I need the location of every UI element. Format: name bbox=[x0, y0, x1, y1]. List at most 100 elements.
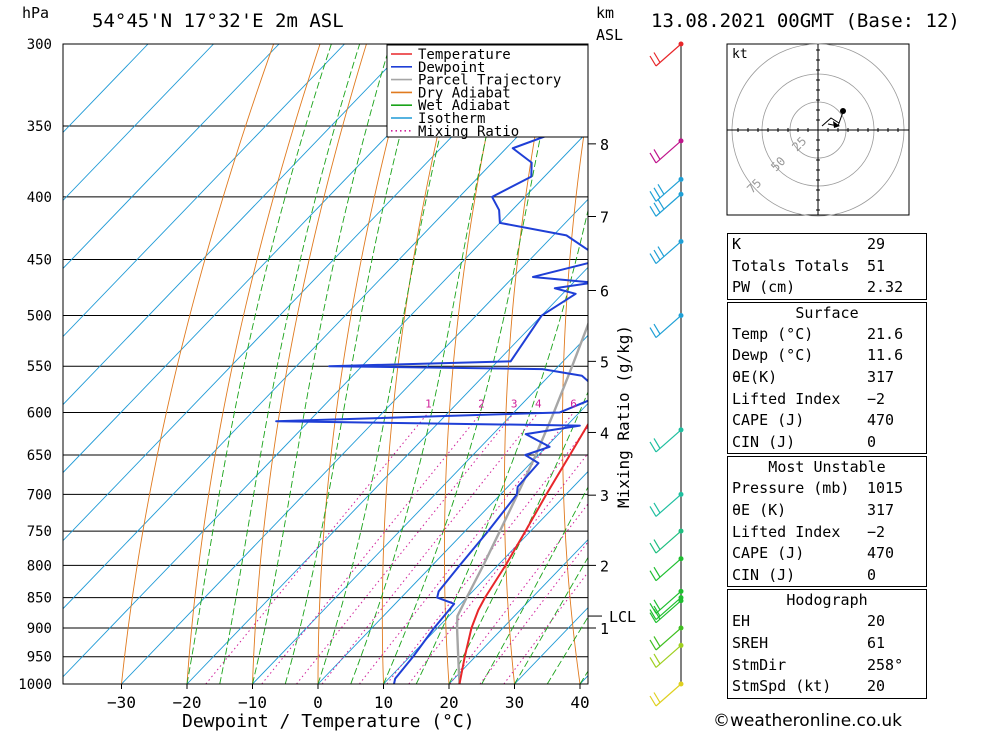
barb-flag bbox=[653, 599, 661, 611]
indices-label: Lifted Index bbox=[732, 522, 841, 541]
hodograph-point bbox=[840, 108, 846, 114]
pressure-tick-label: 950 bbox=[27, 650, 52, 666]
indices-row: CIN (J) 0 bbox=[728, 565, 926, 587]
km-tick-label: 3 bbox=[600, 487, 609, 505]
km-tick-label: 1 bbox=[600, 620, 609, 638]
pressure-tick-label: 500 bbox=[27, 309, 52, 325]
indices-row: StmDir 258° bbox=[728, 655, 926, 677]
barb-staff bbox=[655, 627, 682, 651]
x-tick-label: −20 bbox=[173, 693, 202, 712]
km-tick-label: 7 bbox=[600, 208, 609, 226]
barb-staff bbox=[655, 530, 682, 554]
indices-value: −2 bbox=[867, 522, 886, 541]
indices-row: SREH 61 bbox=[728, 633, 926, 655]
x-tick-label: 10 bbox=[374, 693, 393, 712]
indices-row: θE(K) 317 bbox=[728, 367, 926, 389]
indices-row: Dewp (°C) 11.6 bbox=[728, 345, 926, 367]
km-tick-label: 6 bbox=[600, 283, 609, 301]
series-temperature bbox=[458, 422, 588, 684]
plot-frame bbox=[62, 43, 589, 685]
indices-row: Lifted Index −2 bbox=[728, 389, 926, 411]
dry-adiabat-line bbox=[443, 44, 507, 684]
wet-adiabat-line bbox=[383, 44, 561, 684]
indices-value: 2.32 bbox=[867, 278, 904, 297]
legend-entry: Wet Adiabat bbox=[418, 98, 511, 114]
legend-entry: Dewpoint bbox=[418, 60, 485, 76]
mixing-ratio-line bbox=[296, 412, 515, 684]
dry-adiabat-line bbox=[252, 44, 367, 684]
barb-flag bbox=[653, 653, 661, 665]
location-title: 54°45'N 17°32'E 2m ASL bbox=[92, 10, 344, 32]
mixing-ratio-label: 6 bbox=[570, 397, 577, 410]
barb-flag bbox=[653, 438, 661, 449]
isotherm-line bbox=[448, 538, 588, 684]
km-tick-label: 2 bbox=[600, 557, 609, 575]
pressure-tick-label: 600 bbox=[27, 405, 52, 421]
barb-staff bbox=[655, 140, 682, 164]
dry-adiabat-line bbox=[503, 44, 553, 684]
pressure-tick-label: 400 bbox=[27, 190, 52, 206]
wet-adiabat-line bbox=[219, 44, 361, 684]
isotherm-line bbox=[317, 402, 588, 684]
barb-staff bbox=[655, 590, 682, 614]
km-tick-label: 4 bbox=[600, 424, 609, 442]
indices-block: Surface Temp (°C) 21.6 Dewp (°C) 11.6 θE(K) 31… bbox=[727, 301, 927, 455]
barb-flag bbox=[653, 692, 661, 703]
barb-staff bbox=[655, 429, 682, 453]
height-unit-label: km bbox=[596, 4, 614, 22]
barb-flag bbox=[653, 323, 661, 335]
pressure-tick-label: 450 bbox=[27, 253, 52, 269]
indices-row: StmSpd (kt) 20 bbox=[728, 676, 926, 698]
indices-value: 317 bbox=[867, 500, 895, 519]
pressure-tick-label: 1000 bbox=[18, 677, 52, 693]
indices-label: SREH bbox=[732, 633, 769, 652]
legend-entry: Parcel Trajectory bbox=[418, 73, 561, 89]
wet-adiabat-line bbox=[415, 208, 588, 684]
barb-staff bbox=[655, 241, 682, 264]
hodograph-unit-label: kt bbox=[732, 47, 748, 62]
mixing-ratio-label: 4 bbox=[535, 397, 542, 410]
barb-staff bbox=[655, 683, 682, 707]
indices-value: 1015 bbox=[867, 479, 904, 498]
mixing-ratio-line bbox=[408, 452, 588, 684]
barb-staff bbox=[655, 43, 682, 67]
barb-flag bbox=[649, 191, 657, 202]
indices-label: StmSpd (kt) bbox=[732, 677, 832, 696]
isotherm-line bbox=[63, 44, 149, 133]
barb-flag bbox=[649, 441, 657, 453]
dry-adiabat-line bbox=[970, 44, 1000, 684]
pressure-unit-label: hPa bbox=[22, 4, 49, 22]
indices-label: EH bbox=[732, 612, 751, 631]
wind-barb-column bbox=[649, 41, 684, 707]
indices-block: Most Unstable Pressure (mb) 1015 θE (K) 317 L… bbox=[727, 456, 927, 588]
legend-entry: Temperature bbox=[418, 47, 511, 63]
pressure-tick-label: 800 bbox=[27, 558, 52, 574]
legend-entry: Isotherm bbox=[418, 111, 485, 127]
barb-flag bbox=[653, 539, 661, 550]
isotherm-line bbox=[63, 44, 280, 270]
indices-label: θE (K) bbox=[732, 500, 787, 519]
wet-adiabat-line bbox=[317, 44, 463, 684]
mixing-ratio-line bbox=[321, 412, 539, 684]
mixing-ratio-label: 3 bbox=[511, 397, 518, 410]
mixing-ratio-line bbox=[386, 426, 588, 684]
legend-entry: Mixing Ratio bbox=[418, 124, 519, 140]
mixing-ratio-label: 1 bbox=[425, 397, 432, 410]
indices-row: CAPE (J) 470 bbox=[728, 543, 926, 565]
barb-flag bbox=[653, 636, 661, 647]
barb-flag bbox=[649, 570, 657, 582]
pressure-tick-label: 850 bbox=[27, 591, 52, 607]
barb-staff bbox=[655, 600, 682, 624]
indices-value: 29 bbox=[867, 235, 886, 253]
x-tick-label: 20 bbox=[439, 693, 458, 712]
dry-adiabat-line bbox=[186, 44, 321, 684]
isotherm-line bbox=[63, 44, 214, 202]
barb-flag bbox=[649, 253, 657, 264]
indices-row: θE (K) 317 bbox=[728, 500, 926, 522]
barb-flag bbox=[653, 249, 661, 261]
isotherm-line bbox=[383, 470, 588, 684]
indices-row: Totals Totals 51 bbox=[728, 256, 926, 278]
